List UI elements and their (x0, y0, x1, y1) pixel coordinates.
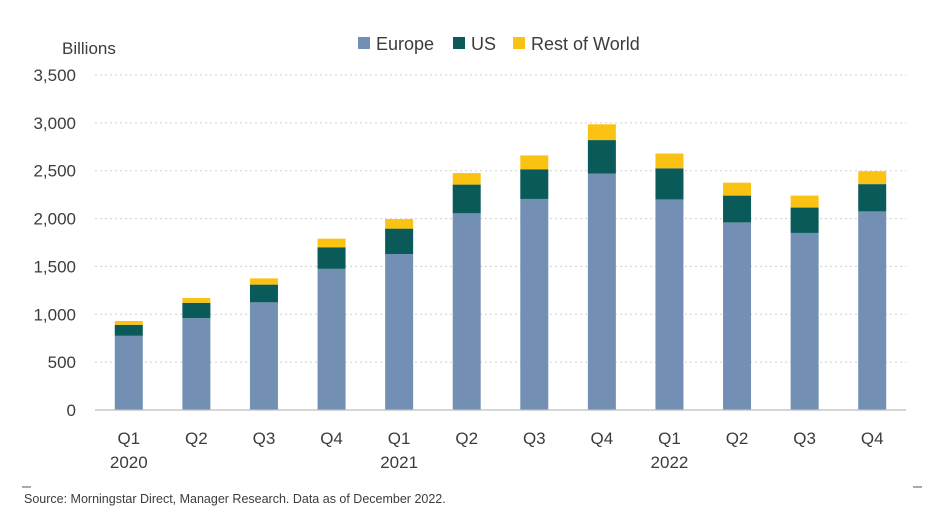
y-tick-label: 0 (67, 401, 76, 420)
bar-rest-of-world (520, 155, 549, 170)
x-axis-ticks: Q1 Q2 Q3 Q4 Q1 Q2 Q3 Q4 Q1 Q2 Q3 Q4 2020 2021 2022 (110, 429, 884, 472)
bar-us (858, 184, 887, 212)
y-axis-unit-label: Billions (62, 39, 116, 58)
bar-europe (182, 318, 211, 410)
x-year-label: 2021 (380, 453, 418, 472)
bar-rest-of-world (452, 173, 481, 185)
bar-us (723, 195, 752, 223)
bar-rest-of-world (182, 298, 211, 303)
y-tick-label: 3,500 (33, 66, 76, 85)
y-tick-label: 3,000 (33, 114, 76, 133)
bar-rest-of-world (587, 124, 616, 141)
bar-europe (114, 335, 143, 410)
y-tick-label: 1,000 (33, 305, 76, 324)
bar-us (385, 228, 414, 254)
bar-rest-of-world (317, 238, 346, 248)
bar-us (452, 184, 481, 214)
bar-us (249, 284, 278, 303)
x-tick-label: Q4 (591, 429, 614, 448)
x-tick-label: Q4 (861, 429, 884, 448)
bar-rest-of-world (858, 171, 887, 185)
legend-label: Rest of World (531, 34, 640, 54)
x-tick-label: Q3 (793, 429, 816, 448)
bar-us (317, 247, 346, 269)
bar-rest-of-world (790, 195, 819, 208)
x-tick-label: Q1 (658, 429, 681, 448)
x-year-label: 2022 (651, 453, 689, 472)
bar-rest-of-world (655, 153, 684, 169)
bar-us (587, 140, 616, 174)
legend-label: US (471, 34, 496, 54)
x-tick-label: Q4 (320, 429, 343, 448)
bar-europe (520, 198, 549, 410)
bar-us (790, 207, 819, 233)
gridlines (95, 74, 906, 363)
legend-swatch-europe (358, 37, 370, 49)
bar-europe (723, 222, 752, 410)
x-tick-label: Q3 (253, 429, 276, 448)
bar-europe (452, 213, 481, 410)
bar-us (520, 169, 549, 199)
x-tick-label: Q2 (726, 429, 749, 448)
bar-europe (249, 302, 278, 410)
x-tick-label: Q2 (185, 429, 208, 448)
x-tick-label: Q1 (117, 429, 140, 448)
bar-us (655, 168, 684, 200)
legend-swatch-rest-of-world (513, 37, 525, 49)
y-tick-label: 2,000 (33, 210, 76, 229)
legend: Europe US Rest of World (358, 34, 640, 54)
bar-rest-of-world (114, 320, 143, 325)
bar-rest-of-world (385, 219, 414, 229)
x-tick-label: Q3 (523, 429, 546, 448)
x-tick-label: Q2 (455, 429, 478, 448)
y-axis-ticks: 0 500 1,000 1,500 2,000 2,500 3,000 3,500 (33, 66, 76, 420)
x-year-label: 2020 (110, 453, 148, 472)
bar-europe (655, 199, 684, 410)
bar-rest-of-world (249, 278, 278, 285)
bar-europe (587, 173, 616, 410)
legend-label: Europe (376, 34, 434, 54)
y-tick-label: 1,500 (33, 257, 76, 276)
bar-us (182, 302, 211, 319)
bar-europe (317, 268, 346, 410)
x-tick-label: Q1 (388, 429, 411, 448)
y-tick-label: 500 (48, 353, 76, 372)
bar-europe (858, 211, 887, 410)
source-note: Source: Morningstar Direct, Manager Rese… (24, 492, 446, 506)
legend-swatch-us (453, 37, 465, 49)
bars (114, 124, 887, 410)
bar-europe (790, 232, 819, 410)
bar-rest-of-world (723, 182, 752, 196)
bar-us (114, 324, 143, 336)
y-tick-label: 2,500 (33, 162, 76, 181)
bar-europe (385, 253, 414, 410)
